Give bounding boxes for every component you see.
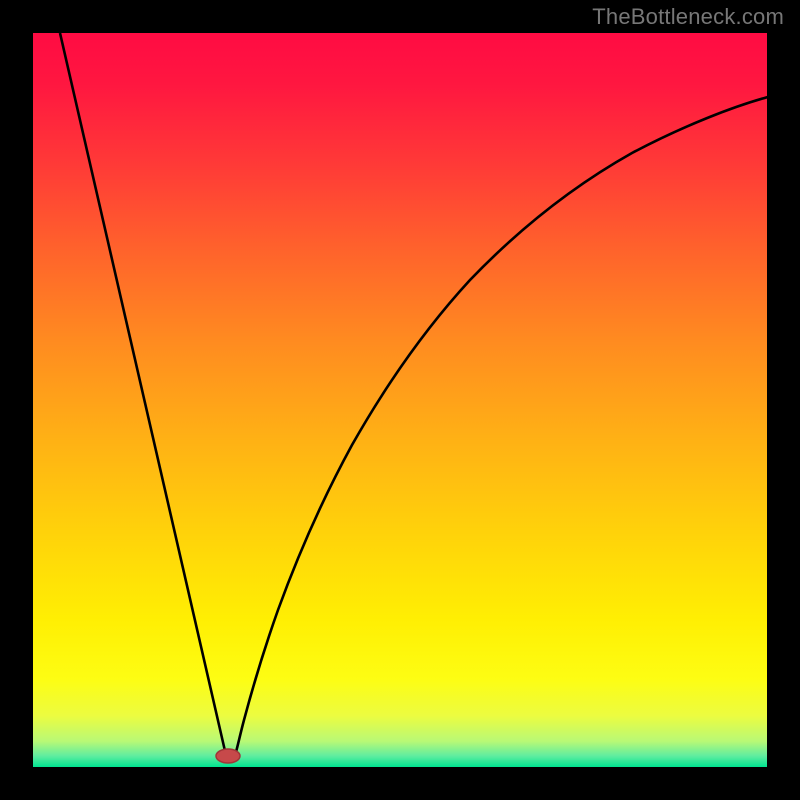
optimum-marker <box>216 749 240 763</box>
bottleneck-chart <box>0 0 800 800</box>
chart-container: TheBottleneck.com <box>0 0 800 800</box>
watermark-label: TheBottleneck.com <box>592 4 784 30</box>
